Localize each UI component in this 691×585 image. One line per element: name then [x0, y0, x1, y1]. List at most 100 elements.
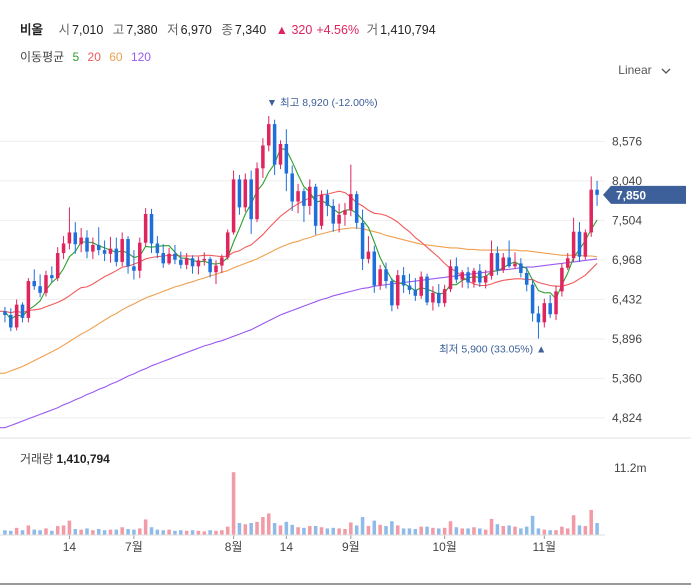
candle-body — [343, 210, 347, 215]
volume-bar — [20, 530, 25, 535]
time-tick-label: 14 — [63, 540, 77, 554]
scale-toggle[interactable]: Linear — [618, 63, 671, 77]
volume-bar — [495, 524, 500, 535]
volume-bar — [290, 524, 294, 535]
candle-body — [249, 179, 253, 220]
volume-bar — [513, 526, 517, 535]
volume-bar — [296, 527, 300, 535]
candle-body — [67, 232, 72, 244]
current-price-label: 7,850 — [616, 188, 646, 202]
volume-bar — [589, 509, 593, 535]
volume-bar — [571, 515, 576, 535]
candle-body — [155, 243, 160, 254]
open-label: 시 — [58, 23, 71, 37]
volume-bar — [472, 527, 476, 535]
volume-bar — [560, 526, 564, 535]
candle-body — [437, 292, 441, 304]
ma-period-20[interactable]: 20 — [87, 50, 101, 64]
candle-body — [214, 265, 218, 273]
candle-body — [9, 314, 13, 328]
volume-bar — [565, 528, 570, 535]
low-value: 6,970 — [180, 23, 212, 37]
volume-panel: 거래량 1,410,794 11.2m — [3, 452, 646, 535]
price-axis: 8,576 8,040 7,504 6,968 6,432 5,896 5,360 4,824 — [612, 134, 642, 424]
candle-body — [395, 275, 400, 306]
volume-bar — [343, 529, 347, 535]
volume-bar — [554, 530, 558, 535]
volume-bar — [530, 515, 535, 535]
volume-bar — [132, 529, 136, 535]
ma-period-60[interactable]: 60 — [109, 50, 123, 64]
close-value: 7,340 — [234, 23, 267, 37]
volume-bar — [524, 526, 529, 535]
volume-bar — [79, 529, 83, 535]
volume-bar — [384, 526, 388, 535]
candle-body — [513, 263, 517, 267]
volume-bar — [214, 530, 218, 535]
time-tick-label: 10월 — [432, 540, 456, 554]
candle-body — [431, 292, 435, 303]
candle-body — [331, 205, 336, 224]
volume-bar — [173, 530, 177, 535]
moving-average-label: 이동평균 — [20, 50, 65, 64]
candle-body — [3, 311, 7, 315]
ma-period-5[interactable]: 5 — [72, 50, 80, 64]
candle-body — [448, 266, 453, 290]
volume-bar — [208, 530, 212, 535]
candle-body — [478, 270, 482, 283]
volume-bar — [302, 527, 306, 535]
volume-bar — [220, 530, 224, 535]
volume-bar — [354, 525, 359, 535]
volume-bar — [85, 528, 89, 535]
candle-body — [208, 258, 212, 273]
price-tick-label: 6,432 — [612, 292, 642, 306]
candle-body — [91, 244, 95, 252]
chevron-down-icon — [661, 68, 671, 74]
volume-bar — [255, 521, 259, 535]
volume-bar — [108, 529, 113, 535]
volume-bar — [337, 528, 341, 535]
candle-body — [384, 269, 388, 282]
candle-body — [313, 186, 318, 226]
candle-body — [196, 260, 201, 267]
candle-body — [296, 191, 300, 202]
volume-bar — [331, 527, 336, 535]
candle-body — [536, 313, 541, 323]
candle-body — [595, 189, 599, 195]
moving-average-legend: 이동평균 5 20 60 120 — [20, 48, 156, 65]
volume-bar — [325, 528, 330, 535]
scale-label: Linear — [618, 63, 652, 77]
volume-bar — [138, 528, 142, 535]
volume-bar — [225, 526, 230, 535]
candle-body — [26, 281, 31, 318]
volume-bar — [32, 529, 37, 535]
candle-body — [542, 303, 547, 323]
volume-label: 거 — [366, 23, 379, 37]
volume-bar — [401, 528, 406, 535]
volume-bar — [437, 528, 441, 535]
candle-body — [401, 275, 406, 286]
volume-bar — [155, 529, 160, 535]
candlesticks — [3, 116, 599, 339]
volume-bar — [366, 526, 371, 535]
time-tick-label: 14 — [280, 540, 294, 554]
volume-bar — [67, 520, 72, 535]
volume-bar — [548, 530, 552, 535]
volume-bar — [143, 519, 148, 535]
candle-body — [425, 276, 429, 303]
volume-bar — [102, 530, 107, 535]
volume-bar — [184, 530, 189, 535]
candle-body — [38, 286, 42, 293]
candle-body — [372, 251, 377, 286]
price-tick-label: 8,576 — [612, 134, 642, 148]
candle-body — [14, 304, 19, 328]
candle-body — [319, 194, 324, 226]
volume-bar — [507, 525, 511, 535]
volume-bar — [231, 472, 236, 535]
candle-body — [454, 266, 459, 280]
candle-body — [501, 257, 506, 270]
ma-period-120[interactable]: 120 — [130, 50, 151, 64]
volume-bar — [38, 530, 42, 535]
candle-body — [143, 214, 148, 243]
